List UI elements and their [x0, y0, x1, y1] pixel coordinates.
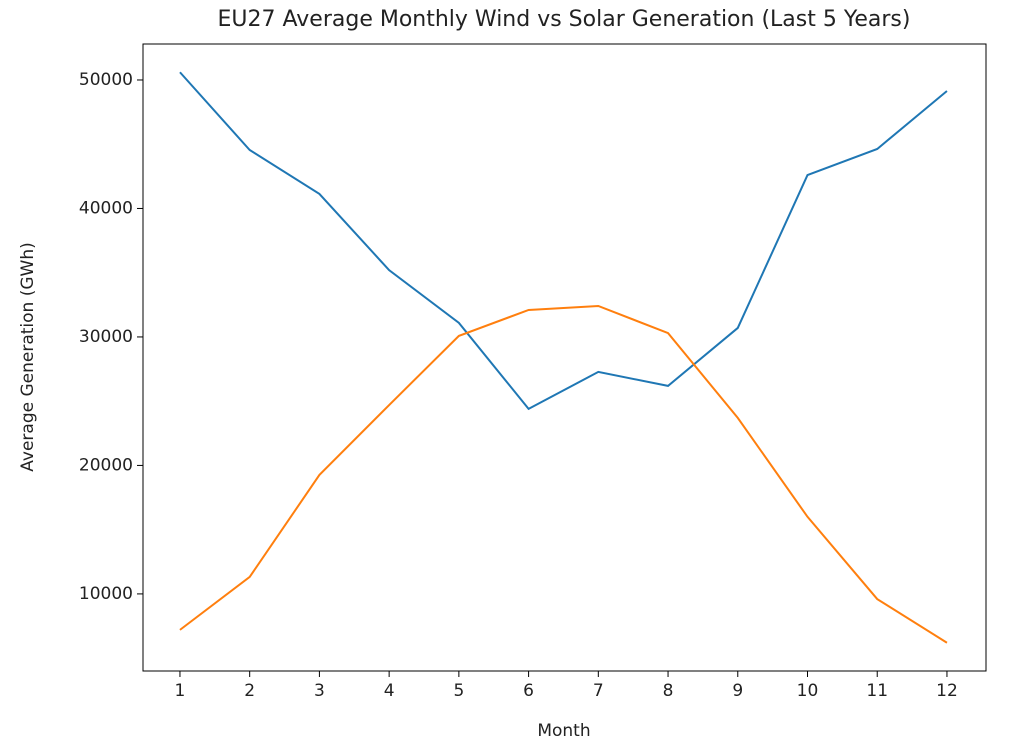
x-tick-label: 2 [244, 681, 255, 701]
x-tick-label: 8 [663, 681, 674, 701]
y-tick-label: 20000 [79, 455, 133, 475]
plot-frame [142, 43, 987, 672]
x-tick-label: 11 [866, 681, 888, 701]
x-tick-label: 10 [797, 681, 819, 701]
x-tick-label: 4 [384, 681, 395, 701]
x-tick-label: 9 [732, 681, 743, 701]
series-line [179, 71, 948, 411]
x-tick-label: 7 [593, 681, 604, 701]
x-tick-label: 12 [936, 681, 958, 701]
series-line [179, 304, 948, 644]
x-tick-label: 6 [523, 681, 534, 701]
y-tick-label: 30000 [79, 327, 133, 347]
y-tick-label: 50000 [79, 70, 133, 90]
y-tick-label: 40000 [79, 198, 133, 218]
x-axis-label: Month [537, 721, 590, 741]
y-axis-label: Average Generation (GWh) [18, 242, 38, 471]
x-tick-label: 1 [175, 681, 186, 701]
chart-title: EU27 Average Monthly Wind vs Solar Gener… [218, 7, 911, 32]
x-tick-label: 3 [314, 681, 325, 701]
x-tick-label: 5 [453, 681, 464, 701]
y-tick-label: 10000 [79, 584, 133, 604]
